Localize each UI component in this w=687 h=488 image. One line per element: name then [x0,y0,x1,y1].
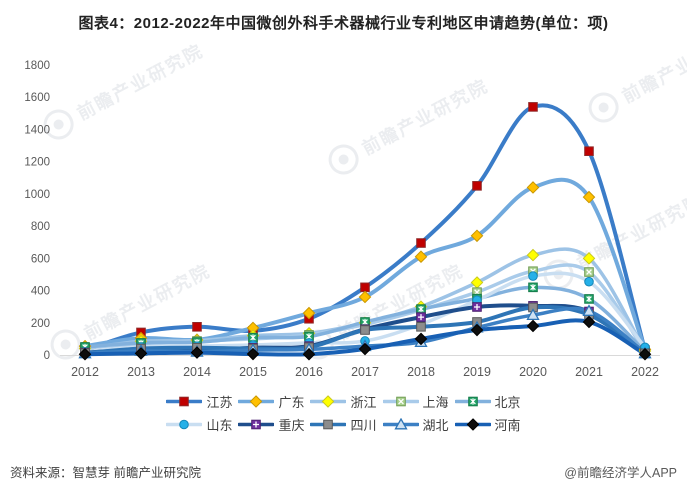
y-axis-label: 1000 [24,189,50,201]
data-point-henan [358,342,372,356]
x-axis-label: 2015 [239,365,267,379]
data-point-chongqing [416,312,426,322]
data-point-henan [582,315,596,329]
legend-row: 江苏 广东 浙江 上海 北京 [166,392,521,411]
legend-item-zhejiang: 浙江 [310,392,377,411]
data-point-guangdong [470,229,484,243]
y-axis-label: 400 [31,286,50,298]
data-point-zhejiang [582,252,596,265]
data-point-jiangsu [192,322,202,332]
line-chart: 0 200 400 600 800 1000 1200 1400 1600 1800 2012 201… [24,60,660,379]
chart-footer: 资料来源：智慧芽 前瞻产业研究院 @前瞻经济学人APP [0,452,687,488]
y-axis-label: 1600 [24,92,50,104]
data-point-hubei [582,304,596,316]
x-axis-label: 2019 [463,365,491,379]
legend-marker-shanghai [382,396,419,407]
data-point-shandong [528,271,538,281]
data-point-guangdong [302,306,316,320]
legend-row: 山东 重庆 四川 湖北 河南 [166,415,521,434]
data-point-chongqing [472,302,482,312]
data-point-shanghai [584,267,594,277]
legend-item-beijing: 北京 [454,392,521,411]
data-point-sichuan [416,322,426,332]
x-axis-label: 2020 [519,365,547,379]
data-point-jiangsu [360,282,370,293]
data-point-guangdong [582,190,596,204]
legend-item-chongqing: 重庆 [238,415,304,434]
y-axis-label: 1200 [24,157,50,169]
data-point-henan [190,346,204,359]
data-point-jiangsu [416,238,426,248]
y-axis-label: 200 [31,318,50,330]
brand-note: @前瞻经济学人APP [564,466,677,480]
legend-label-zhejiang: 浙江 [350,395,377,410]
legend-label-sichuan: 四川 [350,418,377,433]
data-point-jiangsu [472,181,482,191]
legend-label-shanghai: 上海 [422,395,449,410]
legend-item-hubei: 湖北 [382,415,449,434]
data-point-henan [246,347,260,361]
legend-marker-beijing [454,396,491,407]
x-axis-label: 2017 [351,365,379,379]
legend-label-henan: 河南 [494,418,521,433]
data-point-beijing [416,304,426,314]
data-point-beijing [584,294,594,304]
legend-item-henan: 河南 [454,415,521,434]
legend-item-jiangsu: 江苏 [166,392,232,411]
legend-marker-chongqing [238,419,275,430]
data-point-sichuan [360,325,370,335]
data-point-hubei [526,308,540,320]
legend-label-hubei: 湖北 [422,418,449,433]
legend-marker-henan [454,418,491,431]
data-point-henan [470,323,484,337]
data-point-jiangsu [584,146,594,156]
data-point-henan [134,347,148,360]
x-axis-label: 2021 [575,365,603,379]
y-axis-label: 600 [31,253,50,265]
x-axis-label: 2022 [631,365,659,379]
data-point-henan [414,332,428,346]
legend-marker-zhejiang [310,395,347,408]
source-note: 资料来源：智慧芽 前瞻产业研究院 [10,466,201,480]
legend-label-guangdong: 广东 [278,395,305,410]
data-point-guangdong [414,250,428,264]
legend-item-shanghai: 上海 [382,392,449,411]
x-axis-label: 2014 [183,365,211,379]
legend-item-sichuan: 四川 [310,415,377,434]
chart-title: 图表4：2012-2022年中国微创外科手术器械行业专利地区申请趋势(单位：项) [78,15,609,32]
legend-marker-hubei [382,418,419,430]
y-axis-label: 1400 [24,124,50,136]
data-point-henan [302,347,316,361]
legend-label-chongqing: 重庆 [278,418,305,433]
x-axis-label: 2012 [71,365,99,379]
data-point-guangdong [526,181,540,194]
chart-legend: 江苏 广东 浙江 上海 北京山东 重庆 四川 湖北 河南 [0,392,687,434]
data-point-zhejiang [470,276,484,289]
data-point-henan [78,347,92,361]
y-axis-label: 0 [44,350,50,362]
data-point-beijing [528,282,538,293]
data-point-zhejiang [526,248,540,262]
series-line-jiangsu [83,103,647,353]
x-axis-label: 2018 [407,365,435,379]
data-point-shandong [584,276,594,287]
x-axis-label: 2016 [295,365,323,379]
data-point-henan [526,319,540,333]
legend-marker-shandong [166,419,203,430]
legend-label-shandong: 山东 [206,418,233,433]
data-point-guangdong [358,290,372,304]
data-point-henan [638,347,652,361]
y-axis-label: 800 [31,221,50,233]
legend-marker-jiangsu [166,396,203,407]
x-axis-label: 2013 [127,365,155,379]
legend-label-beijing: 北京 [494,395,521,410]
y-axis-label: 1800 [24,60,50,72]
legend-marker-sichuan [310,419,347,430]
data-point-jiangsu [528,102,538,112]
legend-label-jiangsu: 江苏 [206,395,233,410]
legend-item-guangdong: 广东 [238,392,304,411]
legend-marker-guangdong [238,395,275,408]
legend-item-shandong: 山东 [166,415,232,434]
